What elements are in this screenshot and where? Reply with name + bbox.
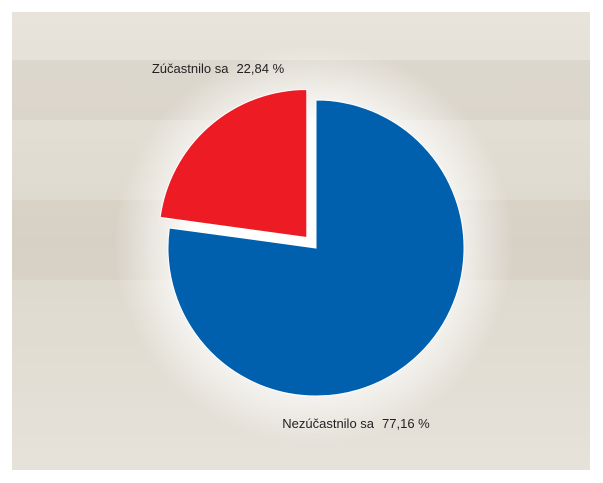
slice-label: Zúčastnilo sa 22,84 % (152, 61, 285, 76)
slice-value-label: 22,84 % (236, 61, 284, 76)
slice-category: Nezúčastnilo sa (282, 416, 375, 431)
page: Zúčastnilo sa 22,84 % Nezúčastnilo sa 77,16… (0, 0, 603, 483)
slice-label: Nezúčastnilo sa 77,16 % (282, 416, 430, 431)
slice-category: Zúčastnilo sa (152, 61, 229, 76)
slice-value-label: 77,16 % (382, 416, 430, 431)
chart: Zúčastnilo sa 22,84 % Nezúčastnilo sa 77,16… (0, 0, 603, 483)
